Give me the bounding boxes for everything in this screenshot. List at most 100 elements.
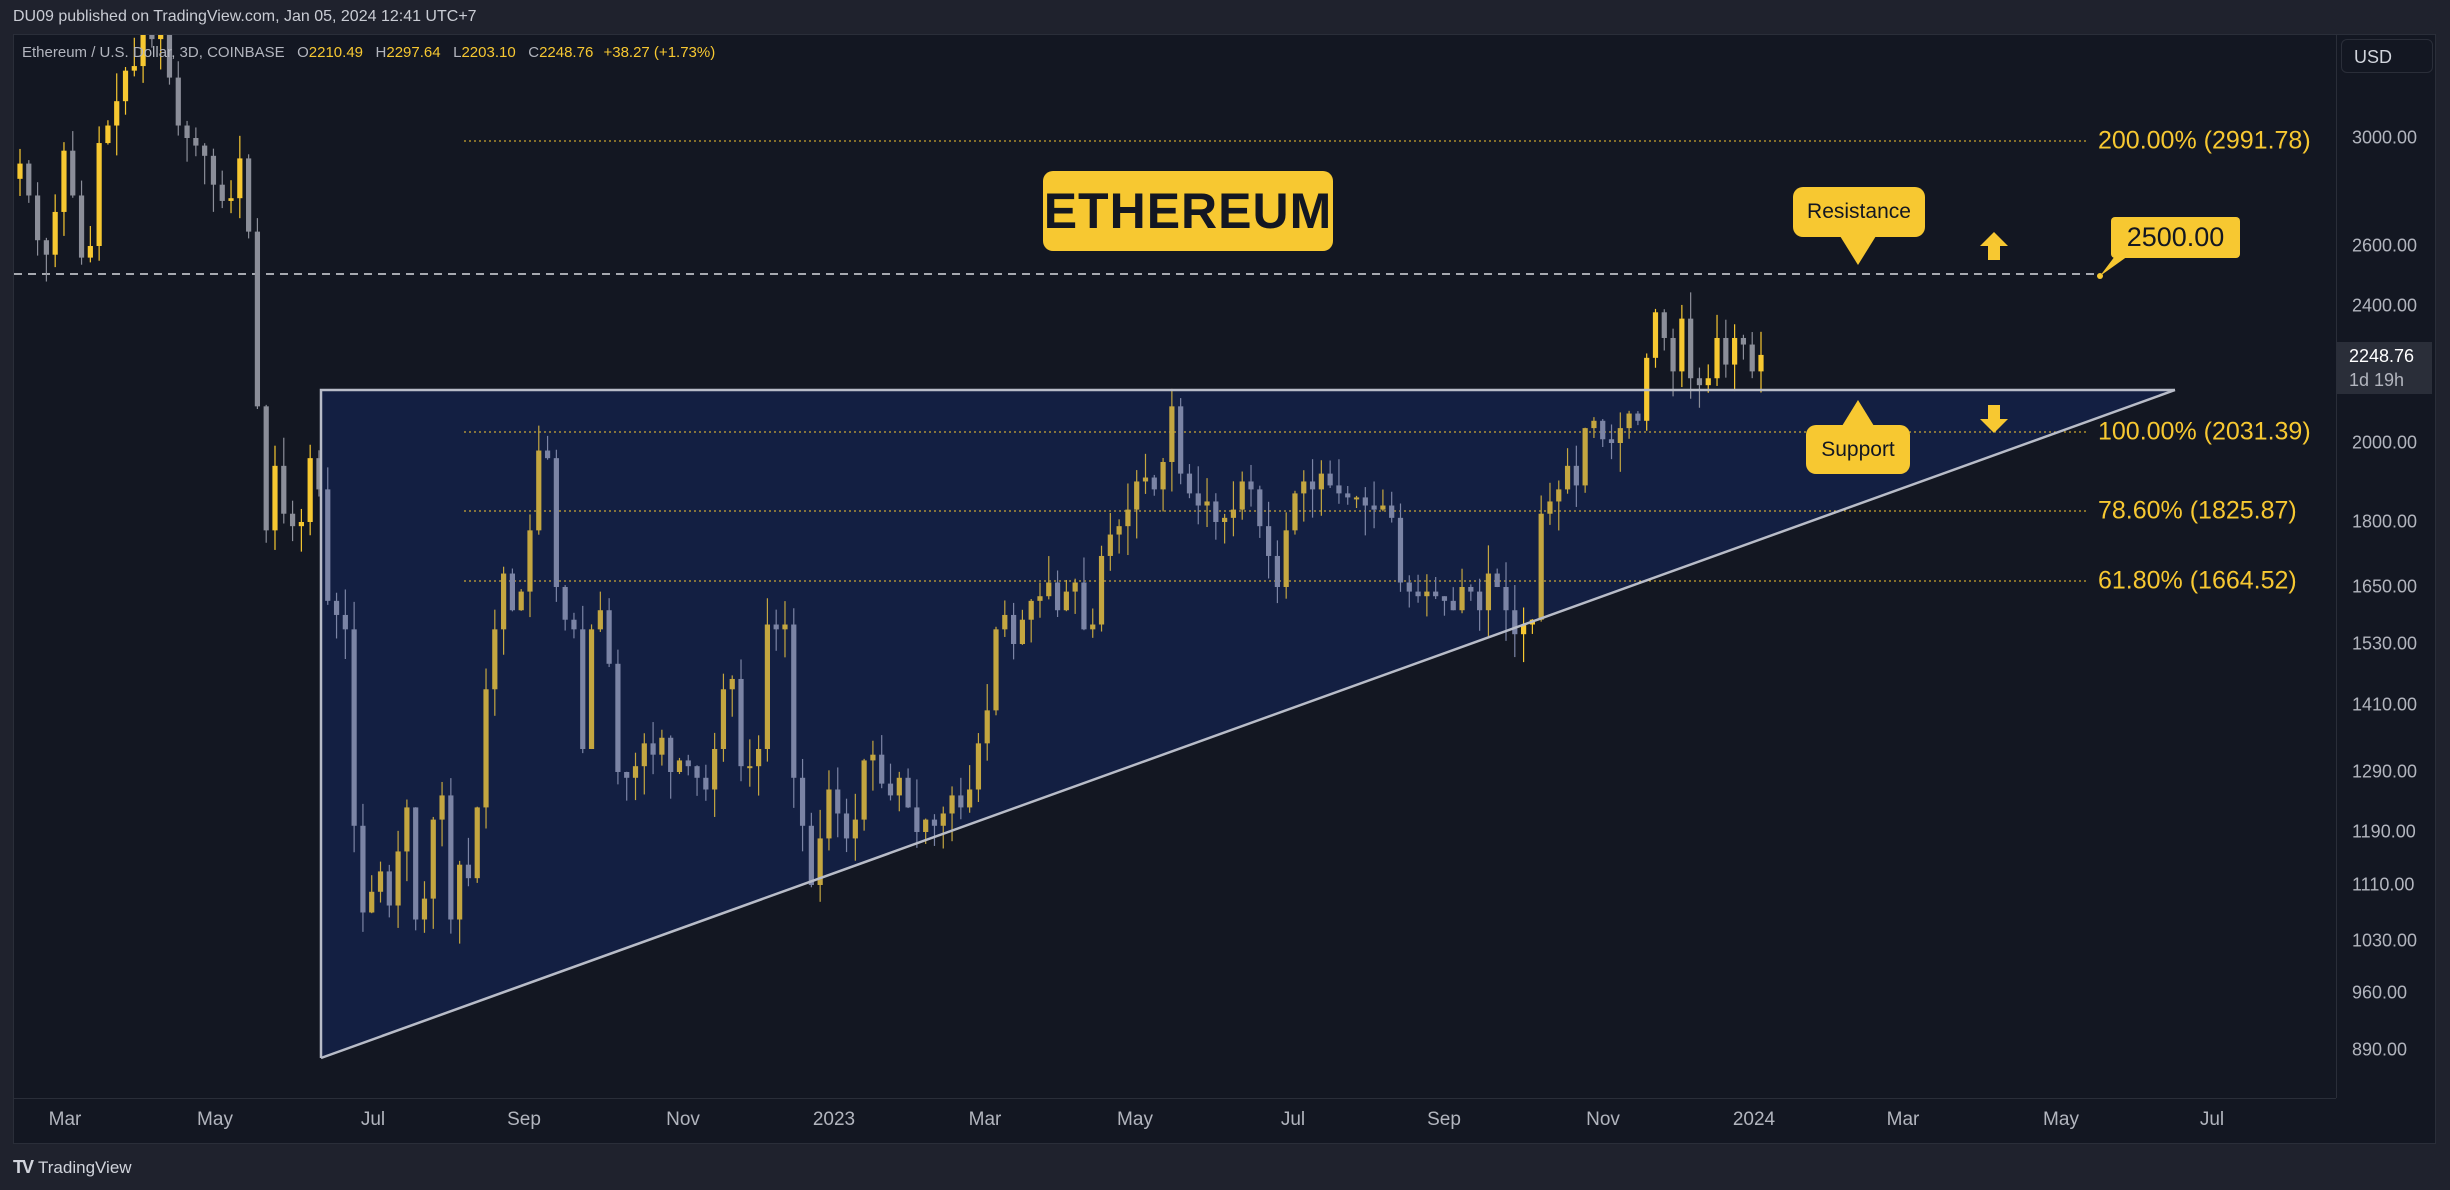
candle bbox=[1037, 596, 1043, 601]
time-tick: Nov bbox=[1586, 1109, 1620, 1130]
candle bbox=[843, 813, 850, 839]
candle bbox=[1696, 378, 1703, 386]
price-tick: 2000.00 bbox=[2352, 432, 2418, 453]
time-axis[interactable] bbox=[14, 1098, 2336, 1145]
candle bbox=[386, 871, 392, 906]
symbol-legend: Ethereum / U.S. Dollar, 3D, COINBASE O22… bbox=[22, 44, 716, 61]
candle bbox=[571, 619, 577, 630]
candle bbox=[369, 891, 375, 913]
price-tick: 1530.00 bbox=[2352, 633, 2418, 654]
candle bbox=[149, 35, 155, 40]
symbol-name: Ethereum / U.S. Dollar, 3D, COINBASE bbox=[22, 44, 285, 61]
fib-level-label: 78.60% (1825.87) bbox=[2098, 496, 2297, 525]
candle bbox=[1134, 481, 1140, 510]
candle bbox=[553, 458, 559, 587]
candle bbox=[747, 766, 753, 769]
candle bbox=[694, 766, 700, 778]
candle bbox=[246, 158, 252, 232]
candle bbox=[1758, 354, 1764, 372]
candle bbox=[1301, 481, 1307, 494]
price-axis[interactable] bbox=[2336, 34, 2437, 1098]
price-tick: 1110.00 bbox=[2352, 874, 2415, 895]
candle bbox=[298, 522, 304, 527]
candle bbox=[1257, 489, 1263, 527]
candle bbox=[509, 573, 516, 611]
candle bbox=[606, 610, 612, 664]
candle bbox=[1019, 619, 1025, 644]
candle bbox=[1389, 505, 1395, 518]
candle bbox=[1098, 555, 1105, 625]
candle bbox=[1072, 582, 1078, 592]
low-value: 2203.10 bbox=[461, 44, 516, 61]
candle bbox=[773, 624, 779, 630]
candle bbox=[641, 743, 647, 767]
time-tick: Jul bbox=[2199, 1109, 2225, 1130]
candle bbox=[140, 35, 146, 67]
candle bbox=[237, 158, 243, 199]
candle bbox=[580, 629, 586, 749]
candle bbox=[1327, 473, 1333, 486]
candle bbox=[1248, 481, 1254, 490]
candle bbox=[1151, 477, 1157, 490]
candle bbox=[676, 760, 683, 772]
candle bbox=[1318, 473, 1324, 490]
candle bbox=[1538, 513, 1544, 620]
bar-countdown: 1d 19h bbox=[2349, 370, 2405, 390]
candle bbox=[1635, 413, 1641, 421]
candle bbox=[931, 819, 938, 826]
open-value: 2210.49 bbox=[308, 44, 364, 61]
candle bbox=[166, 35, 173, 78]
candle bbox=[984, 710, 990, 744]
fib-level-label: 200.00% (2991.78) bbox=[2098, 126, 2311, 155]
candle bbox=[1309, 481, 1316, 490]
candle bbox=[791, 624, 797, 778]
level-2500-tail bbox=[2100, 256, 2128, 276]
candle bbox=[1397, 517, 1404, 583]
fib-level-label: 61.80% (1664.52) bbox=[2098, 566, 2297, 595]
candle bbox=[1116, 526, 1122, 535]
price-tick: 960.00 bbox=[2352, 982, 2408, 1003]
candle bbox=[158, 35, 164, 40]
candle bbox=[729, 678, 735, 690]
candle bbox=[650, 743, 656, 755]
candle bbox=[1547, 501, 1553, 514]
candle bbox=[1749, 344, 1755, 372]
candle bbox=[1573, 465, 1579, 486]
time-tick: Sep bbox=[507, 1109, 541, 1130]
candle bbox=[1107, 534, 1113, 556]
candle bbox=[1714, 337, 1720, 379]
candle bbox=[114, 101, 120, 126]
candle bbox=[1195, 493, 1201, 506]
candle bbox=[43, 240, 49, 255]
candle bbox=[131, 66, 137, 71]
candle bbox=[395, 851, 401, 906]
candle bbox=[799, 777, 806, 826]
time-tick: May bbox=[197, 1109, 233, 1130]
candle bbox=[26, 163, 32, 196]
candle bbox=[1054, 582, 1061, 611]
candle bbox=[597, 610, 603, 630]
candle bbox=[281, 465, 287, 514]
support-callout: Support bbox=[1806, 425, 1910, 474]
candle bbox=[1002, 614, 1008, 630]
candle bbox=[1265, 526, 1272, 556]
candle bbox=[1028, 600, 1034, 620]
change-value: +38.27 (+1.73%) bbox=[603, 44, 716, 61]
candle bbox=[474, 807, 480, 879]
candle bbox=[1125, 509, 1131, 527]
candle bbox=[1063, 591, 1069, 611]
candle bbox=[887, 783, 894, 796]
candle bbox=[1723, 337, 1729, 365]
candle bbox=[1169, 406, 1175, 462]
candle bbox=[1679, 318, 1685, 372]
candle bbox=[632, 766, 639, 778]
candle bbox=[272, 465, 278, 531]
candle bbox=[333, 600, 340, 615]
footer-brand: TV TradingView bbox=[13, 1157, 132, 1178]
currency-button[interactable]: USD bbox=[2341, 39, 2433, 73]
candle bbox=[544, 450, 551, 459]
candle bbox=[1178, 406, 1184, 474]
candle bbox=[993, 629, 999, 711]
candle bbox=[465, 864, 472, 879]
